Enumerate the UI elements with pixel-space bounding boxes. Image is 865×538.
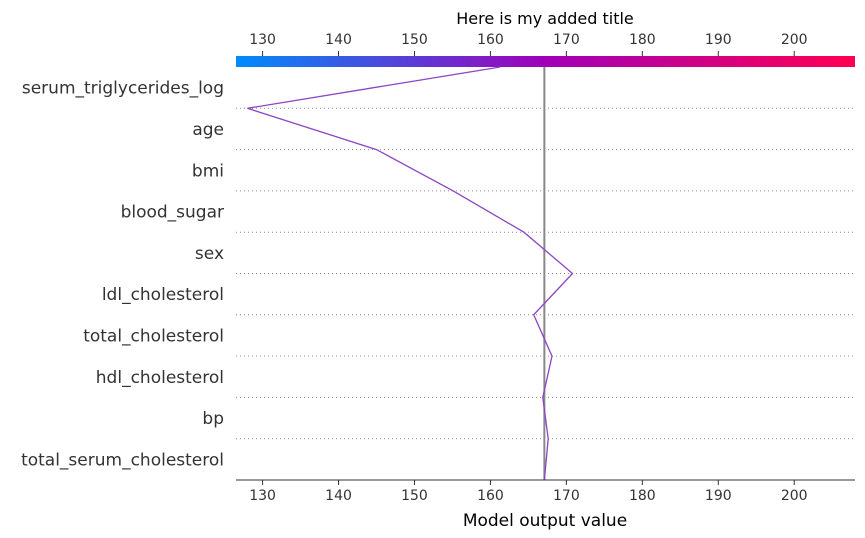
feature-label: bmi xyxy=(192,161,224,181)
feature-label: age xyxy=(192,120,224,140)
bottom-tick-label: 140 xyxy=(325,488,352,504)
feature-label: serum_triglycerides_log xyxy=(22,79,224,99)
colorbar xyxy=(236,56,855,67)
top-tick-label: 160 xyxy=(477,32,504,48)
series-line xyxy=(247,66,574,481)
bottom-tick-label: 180 xyxy=(629,488,656,504)
top-tick-label: 190 xyxy=(705,32,732,48)
top-axis: 130 140 150 160 170 180 190 200 xyxy=(249,32,808,56)
feature-label: total_serum_cholesterol xyxy=(21,450,224,470)
chart-title: Here is my added title xyxy=(456,9,634,28)
bottom-tick-label: 150 xyxy=(401,488,428,504)
bottom-tick-label: 130 xyxy=(249,488,276,504)
top-tick-label: 180 xyxy=(629,32,656,48)
top-tick-label: 150 xyxy=(401,32,428,48)
feature-label: blood_sugar xyxy=(121,203,224,223)
top-tick-label: 170 xyxy=(553,32,580,48)
bottom-tick-label: 170 xyxy=(553,488,580,504)
bottom-axis: 130 140 150 160 170 180 190 200 xyxy=(249,480,808,504)
feature-label: total_cholesterol xyxy=(83,326,224,346)
top-tick-label: 130 xyxy=(249,32,276,48)
feature-label: ldl_cholesterol xyxy=(102,285,224,305)
bottom-tick-label: 200 xyxy=(781,488,808,504)
top-tick-label: 140 xyxy=(325,32,352,48)
bottom-tick-label: 160 xyxy=(477,488,504,504)
grid-lines xyxy=(236,107,855,440)
feature-label: hdl_cholesterol xyxy=(96,368,224,388)
bottom-tick-label: 190 xyxy=(705,488,732,504)
feature-label: sex xyxy=(195,244,224,264)
x-axis-label: Model output value xyxy=(463,511,627,531)
feature-label: bp xyxy=(202,409,224,429)
top-tick-label: 200 xyxy=(781,32,808,48)
